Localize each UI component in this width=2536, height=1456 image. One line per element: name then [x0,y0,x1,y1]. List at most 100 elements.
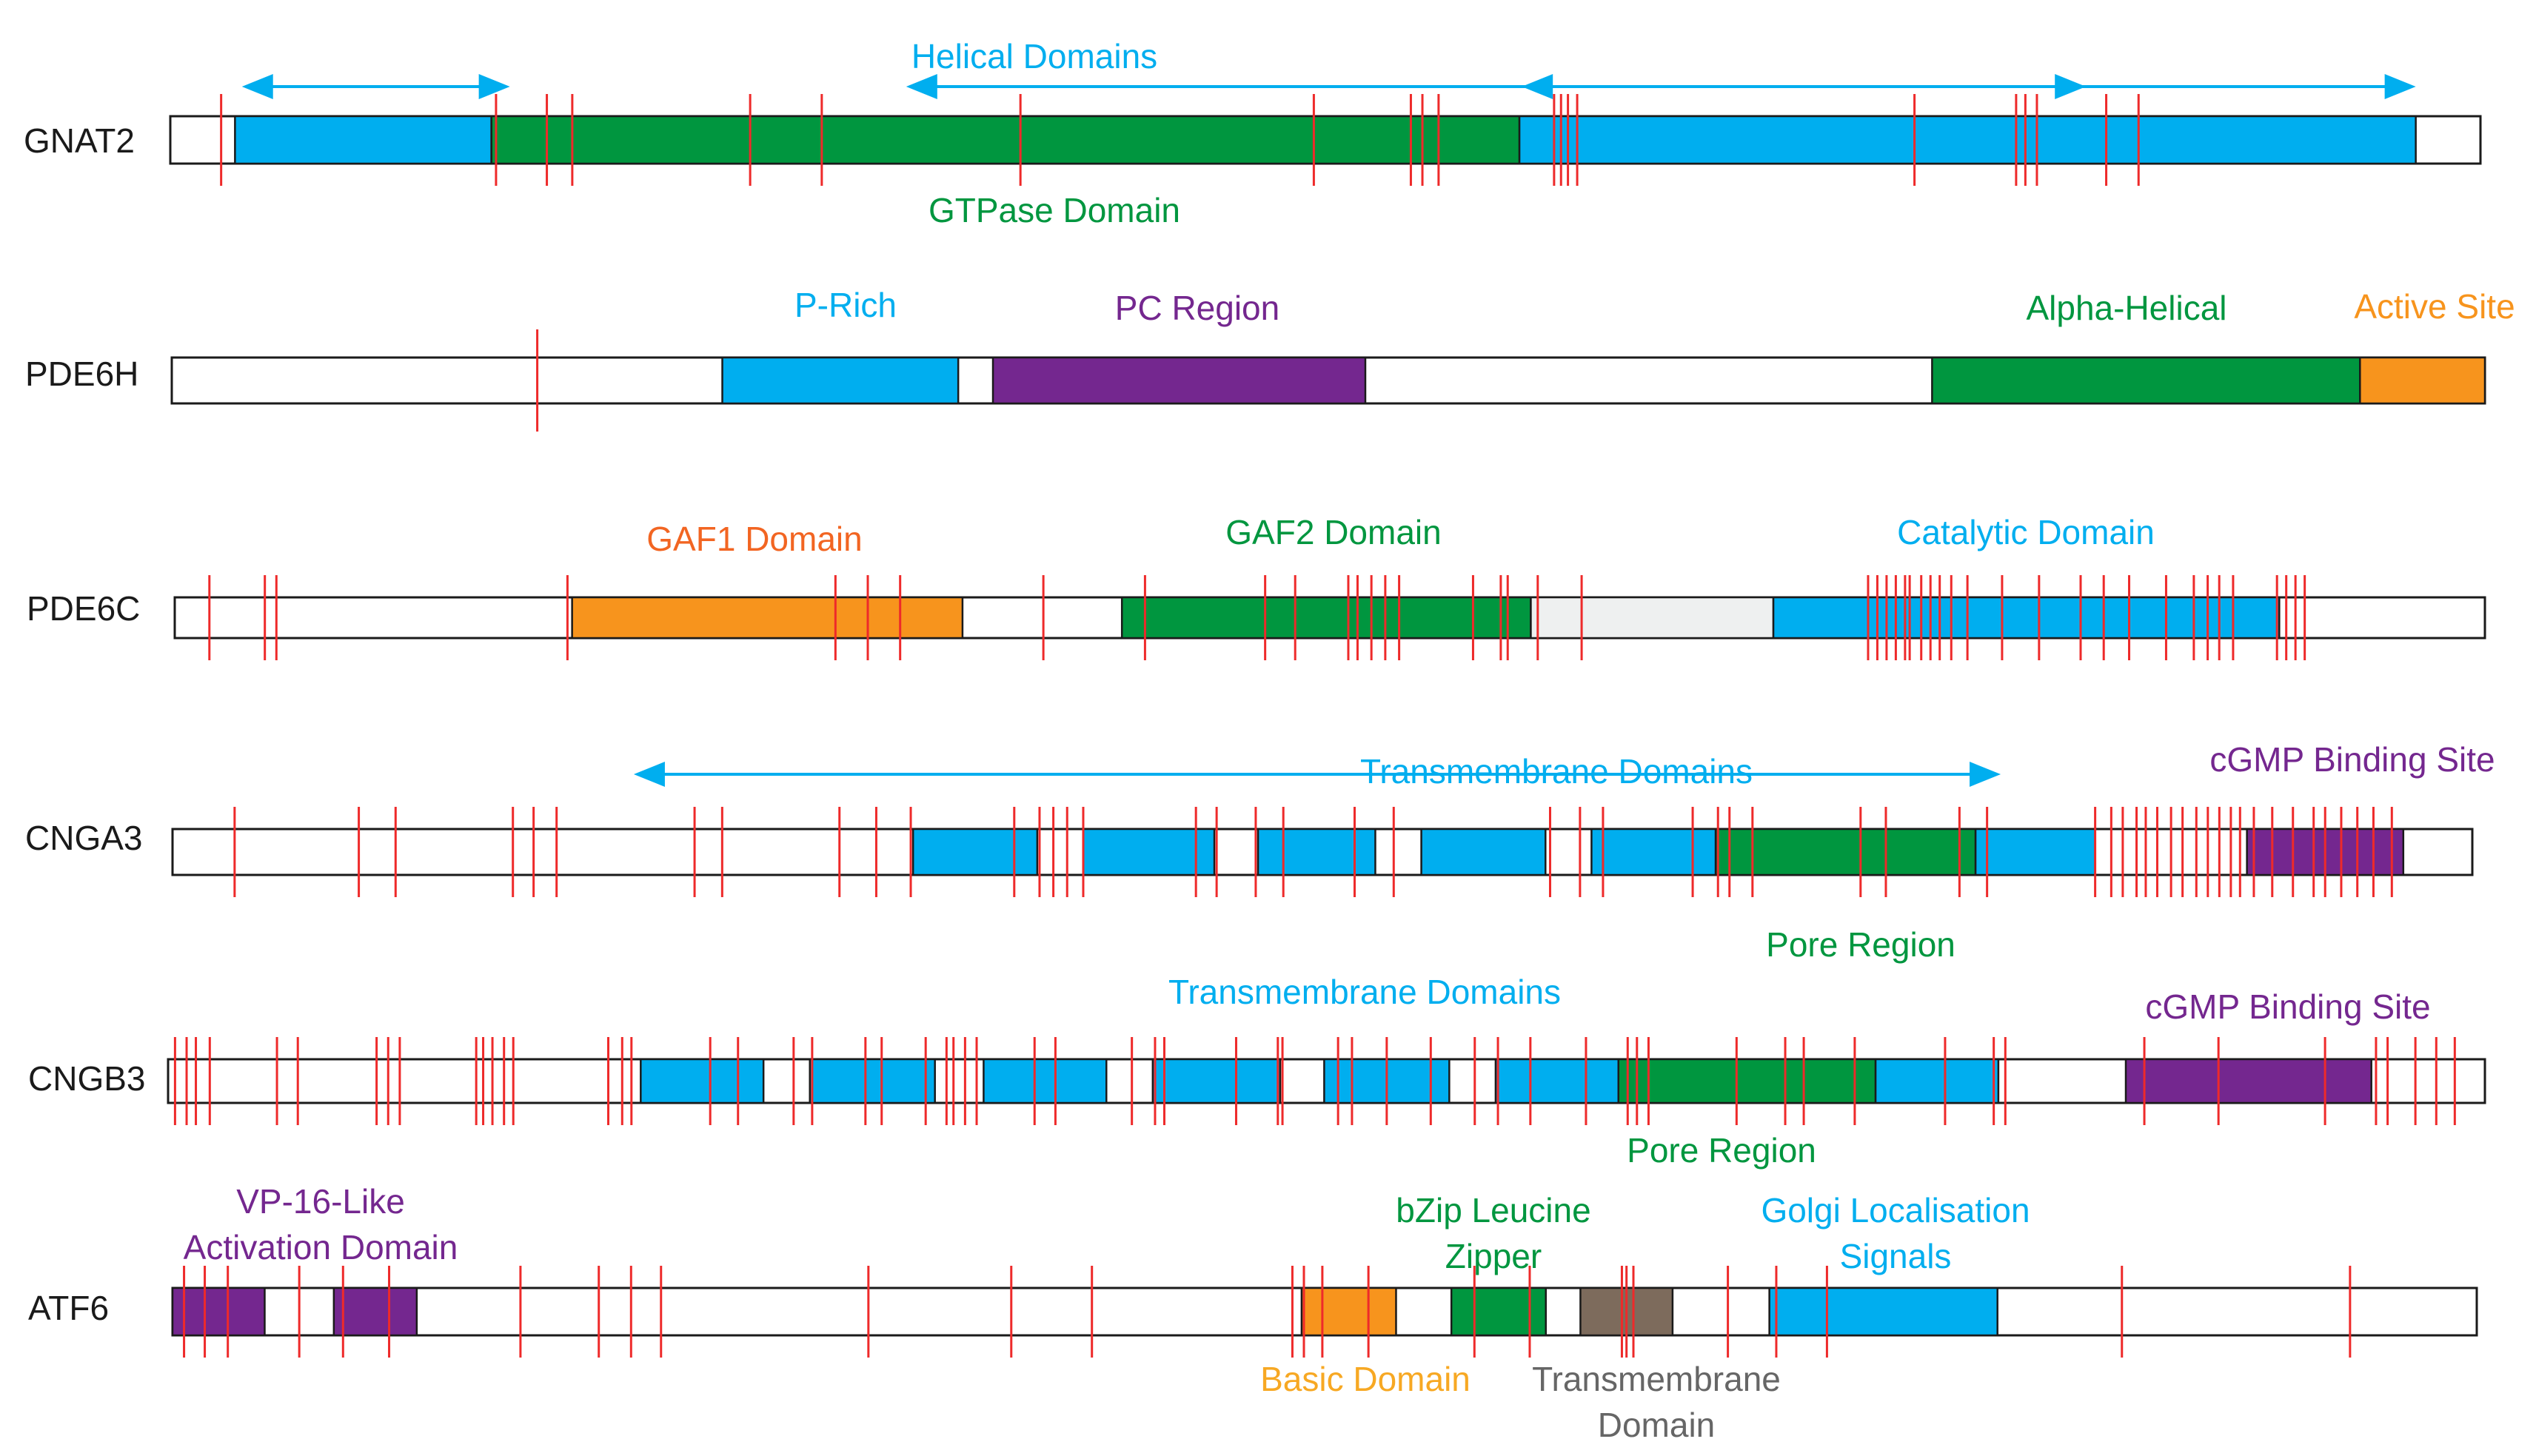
label-line: Signals [1840,1237,1952,1275]
domain-label-vp16: VP-16-Like Activation Domain [184,1182,458,1267]
double-arrow [633,762,2001,787]
arrow-head-left [906,74,937,99]
gene-row-atf6: ATF6 [28,1266,2478,1358]
label-line: Helical Domains [911,37,1157,76]
domain-block [1617,1058,1877,1104]
domain-block [1772,596,2281,640]
domain-label-gaf1: GAF1 Domain [646,520,862,558]
arrows-layer [241,74,2416,787]
label-line: GAF2 Domain [1225,513,1441,551]
domain-block [1151,1058,1282,1104]
label-line: Activation Domain [184,1228,458,1267]
label-line: Transmembrane Domains [1168,973,1561,1011]
label-line: Pore Region [1627,1131,1816,1170]
domain-label-pore-cngb3: Pore Region [1627,1131,1816,1170]
labels-layer: Helical Domains GTPase Domain P-Rich PC Reg… [184,37,2515,1444]
domain-label-helical: Helical Domains [911,37,1157,76]
double-arrow [906,74,2087,99]
domain-block [1494,1058,1620,1104]
label-line: Catalytic Domain [1897,513,2155,551]
gene-name-label: PDE6H [25,355,138,393]
gene-name-label: PDE6C [27,589,140,628]
label-line: bZip Leucine [1396,1191,1590,1229]
domain-block [1714,828,1977,876]
label-line: Transmembrane Domains [1360,752,1753,791]
domain-label-basic: Basic Domain [1260,1360,1471,1398]
label-line: Golgi Localisation [1761,1191,2030,1229]
domain-block [1300,1286,1397,1337]
label-line: VP-16-Like [236,1182,405,1221]
label-line: Alpha-Helical [2026,289,2226,327]
domain-block [490,115,1521,165]
domain-label-active: Active Site [2354,287,2515,326]
domain-label-pore-cnga3: Pore Region [1766,925,1955,964]
arrow-head-right [2384,74,2416,99]
domain-block [1518,115,2417,165]
gene-row-pde6c: PDE6C [27,575,2486,660]
double-arrow [241,74,510,99]
gene-row-gnat2: GNAT2 [24,94,2482,186]
domain-block [911,828,1039,876]
domain-label-prich: P-Rich [794,286,897,324]
label-line: PC Region [1115,289,1279,327]
gene-row-cnga3: CNGA3 [25,807,2474,897]
domain-label-bzip: bZip Leucine Zipper [1396,1191,1590,1275]
label-line: Active Site [2354,287,2515,326]
domain-block [1590,828,1717,876]
label-line: GAF1 Domain [646,520,862,558]
label-line: Zipper [1445,1237,1542,1275]
label-line: Basic Domain [1260,1360,1471,1398]
label-line: Transmembrane [1532,1360,1781,1398]
domain-block [721,356,960,405]
domain-label-tm-cngb3: Transmembrane Domains [1168,973,1561,1011]
domain-label-pc: PC Region [1115,289,1279,327]
domain-label-gaf2: GAF2 Domain [1225,513,1441,551]
domain-block [2359,356,2486,405]
label-line: cGMP Binding Site [2209,740,2495,779]
domain-block [1120,596,1532,640]
domain-block [171,1286,266,1337]
domain-label-cgmp-cngb3: cGMP Binding Site [2145,987,2430,1026]
domain-label-golgi: Golgi Localisation Signals [1761,1191,2030,1275]
domain-block [1450,1286,1548,1337]
domain-block [1420,828,1547,876]
domain-label-gtpase: GTPase Domain [929,191,1180,229]
domain-block [1974,828,2096,876]
domain-block [983,1058,1108,1104]
domain-block [1768,1286,1998,1337]
label-line: GTPase Domain [929,191,1180,229]
domain-block [809,1058,936,1104]
gene-name-label: GNAT2 [24,121,135,160]
label-line: cGMP Binding Site [2145,987,2430,1026]
arrow-head-right [2055,74,2087,99]
gene-name-label: ATF6 [28,1289,109,1327]
domain-block [991,356,1367,405]
domain-block [332,1286,418,1337]
arrow-head-left [241,74,273,99]
gene-row-pde6h: PDE6H [25,329,2486,432]
gene-row-cngb3: CNGB3 [28,1037,2486,1125]
domain-block [1931,356,2361,405]
domain-label-alpha: Alpha-Helical [2026,289,2226,327]
domain-block [1082,828,1216,876]
domain-block [1257,828,1376,876]
label-line: Domain [1598,1406,1716,1444]
gene-name-label: CNGA3 [25,819,142,857]
arrow-head-left [633,762,665,787]
domain-block [2124,1058,2372,1104]
domain-label-tm-cnga3: Transmembrane Domains [1360,752,1753,791]
domain-block [640,1058,765,1104]
genes-layer: GNAT2 PDE6H PDE6C CNGA3 CNGB3 ATF6 [24,94,2486,1358]
label-line: P-Rich [794,286,897,324]
domain-label-tm-atf6: Transmembrane Domain [1532,1360,1781,1444]
domain-block [1874,1058,2000,1104]
domain-label-cgmp-cnga3: cGMP Binding Site [2209,740,2495,779]
domain-label-catalytic: Catalytic Domain [1897,513,2155,551]
arrow-head-right [1970,762,2001,787]
domain-block [234,115,492,165]
gene-name-label: CNGB3 [28,1059,145,1098]
label-line: Pore Region [1766,925,1955,964]
arrow-head-right [478,74,510,99]
domain-block [1530,596,1775,640]
